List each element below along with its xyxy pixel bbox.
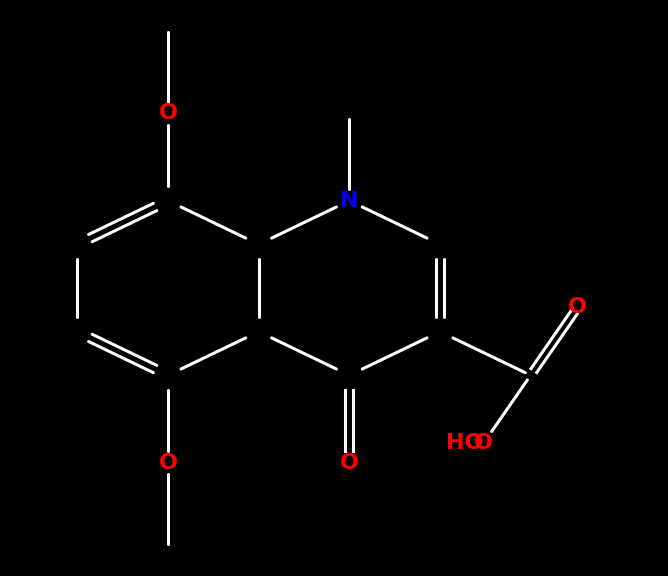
Text: O: O xyxy=(568,297,587,317)
Text: O: O xyxy=(340,453,359,472)
Text: O: O xyxy=(158,104,178,123)
Text: HO: HO xyxy=(446,433,484,453)
Text: O: O xyxy=(474,433,493,453)
Text: O: O xyxy=(158,453,178,472)
Text: N: N xyxy=(340,191,359,211)
